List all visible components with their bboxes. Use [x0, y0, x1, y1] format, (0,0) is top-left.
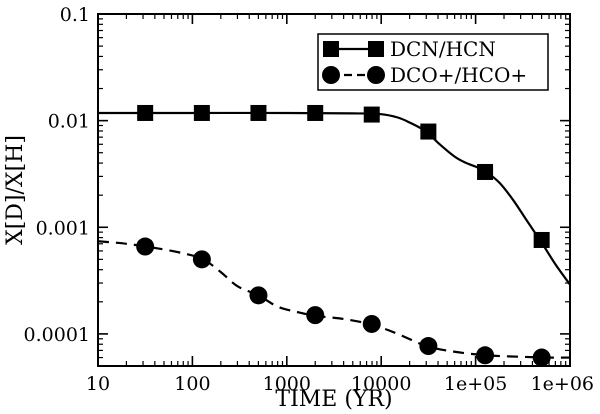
y-tick-label: 0.1	[60, 4, 90, 26]
y-tick-label: 0.01	[48, 111, 90, 133]
square-marker	[420, 123, 437, 140]
legend-entry: DCO+/HCO+	[322, 63, 527, 87]
legend-marker	[323, 41, 339, 57]
x-tick-label: 100	[174, 373, 210, 395]
series-2	[98, 237, 570, 367]
square-marker	[250, 104, 267, 121]
plot-frame	[97, 13, 571, 367]
circle-marker	[136, 237, 155, 256]
series-1	[98, 104, 570, 286]
x-tick-label: 10000	[351, 373, 411, 395]
square-marker	[533, 231, 550, 248]
x-tick-label: 10	[86, 373, 110, 395]
circle-marker	[532, 348, 551, 367]
square-marker	[307, 104, 324, 121]
tick-labels: 10 100 1000 10000 1e+05 1e+06 0.0001 0.001 0.01 0…	[24, 4, 594, 395]
square-marker	[477, 163, 494, 180]
x-tick-label: 1e+06	[531, 373, 594, 395]
y-tick-label: 0.001	[36, 217, 90, 239]
circle-marker	[476, 346, 495, 365]
series-line	[98, 240, 570, 359]
x-tick-label: 1000	[263, 373, 311, 395]
square-marker	[137, 104, 154, 121]
legend-marker	[322, 66, 340, 84]
legend-entry: DCN/HCN	[323, 37, 496, 61]
square-marker	[363, 106, 380, 123]
legend-label: DCN/HCN	[390, 37, 496, 61]
axis-ticks	[97, 13, 571, 366]
square-marker	[193, 104, 210, 121]
circle-marker	[306, 306, 325, 325]
circle-marker	[249, 286, 268, 305]
circle-marker	[192, 250, 211, 269]
circle-marker	[419, 337, 438, 356]
x-tick-label: 1e+05	[444, 373, 507, 395]
series-line	[98, 111, 570, 286]
legend-box	[317, 33, 549, 91]
legend-marker	[367, 66, 385, 84]
y-axis-title: X[D]/X[H]	[3, 135, 28, 245]
circle-marker	[362, 314, 381, 333]
legend-label: DCO+/HCO+	[390, 63, 527, 87]
legend-marker	[368, 41, 384, 57]
x-axis-title: TIME (YR)	[275, 387, 392, 412]
y-tick-label: 0.0001	[24, 324, 90, 346]
plot-area	[98, 104, 570, 367]
